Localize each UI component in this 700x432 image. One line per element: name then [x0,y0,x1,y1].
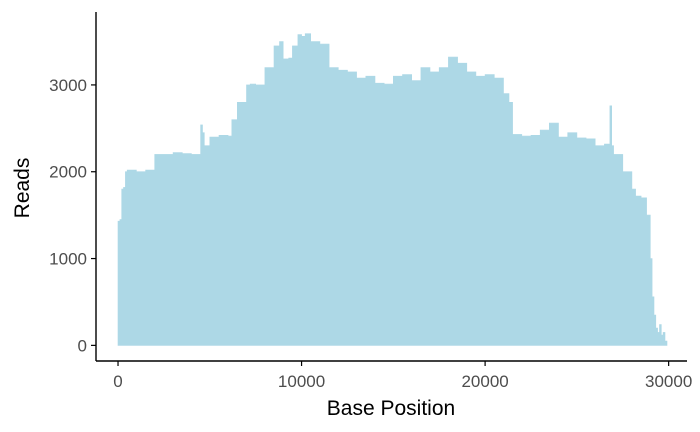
y-axis-ticks: 0 1000 2000 3000 [49,76,96,355]
y-axis-title: Reads [11,158,34,219]
x-tick-label: 30000 [645,372,692,391]
x-axis-title: Base Position [327,397,455,420]
x-tick-label: 20000 [461,372,508,391]
x-axis-ticks: 0 10000 20000 30000 [113,361,692,391]
y-tick-label: 3000 [49,76,87,95]
coverage-area [117,33,668,346]
x-tick-label: 10000 [278,372,325,391]
y-tick-label: 0 [78,336,87,355]
x-tick-label: 0 [113,372,122,391]
y-tick-label: 1000 [49,250,87,269]
plot-area [117,33,668,346]
y-tick-label: 2000 [49,163,87,182]
